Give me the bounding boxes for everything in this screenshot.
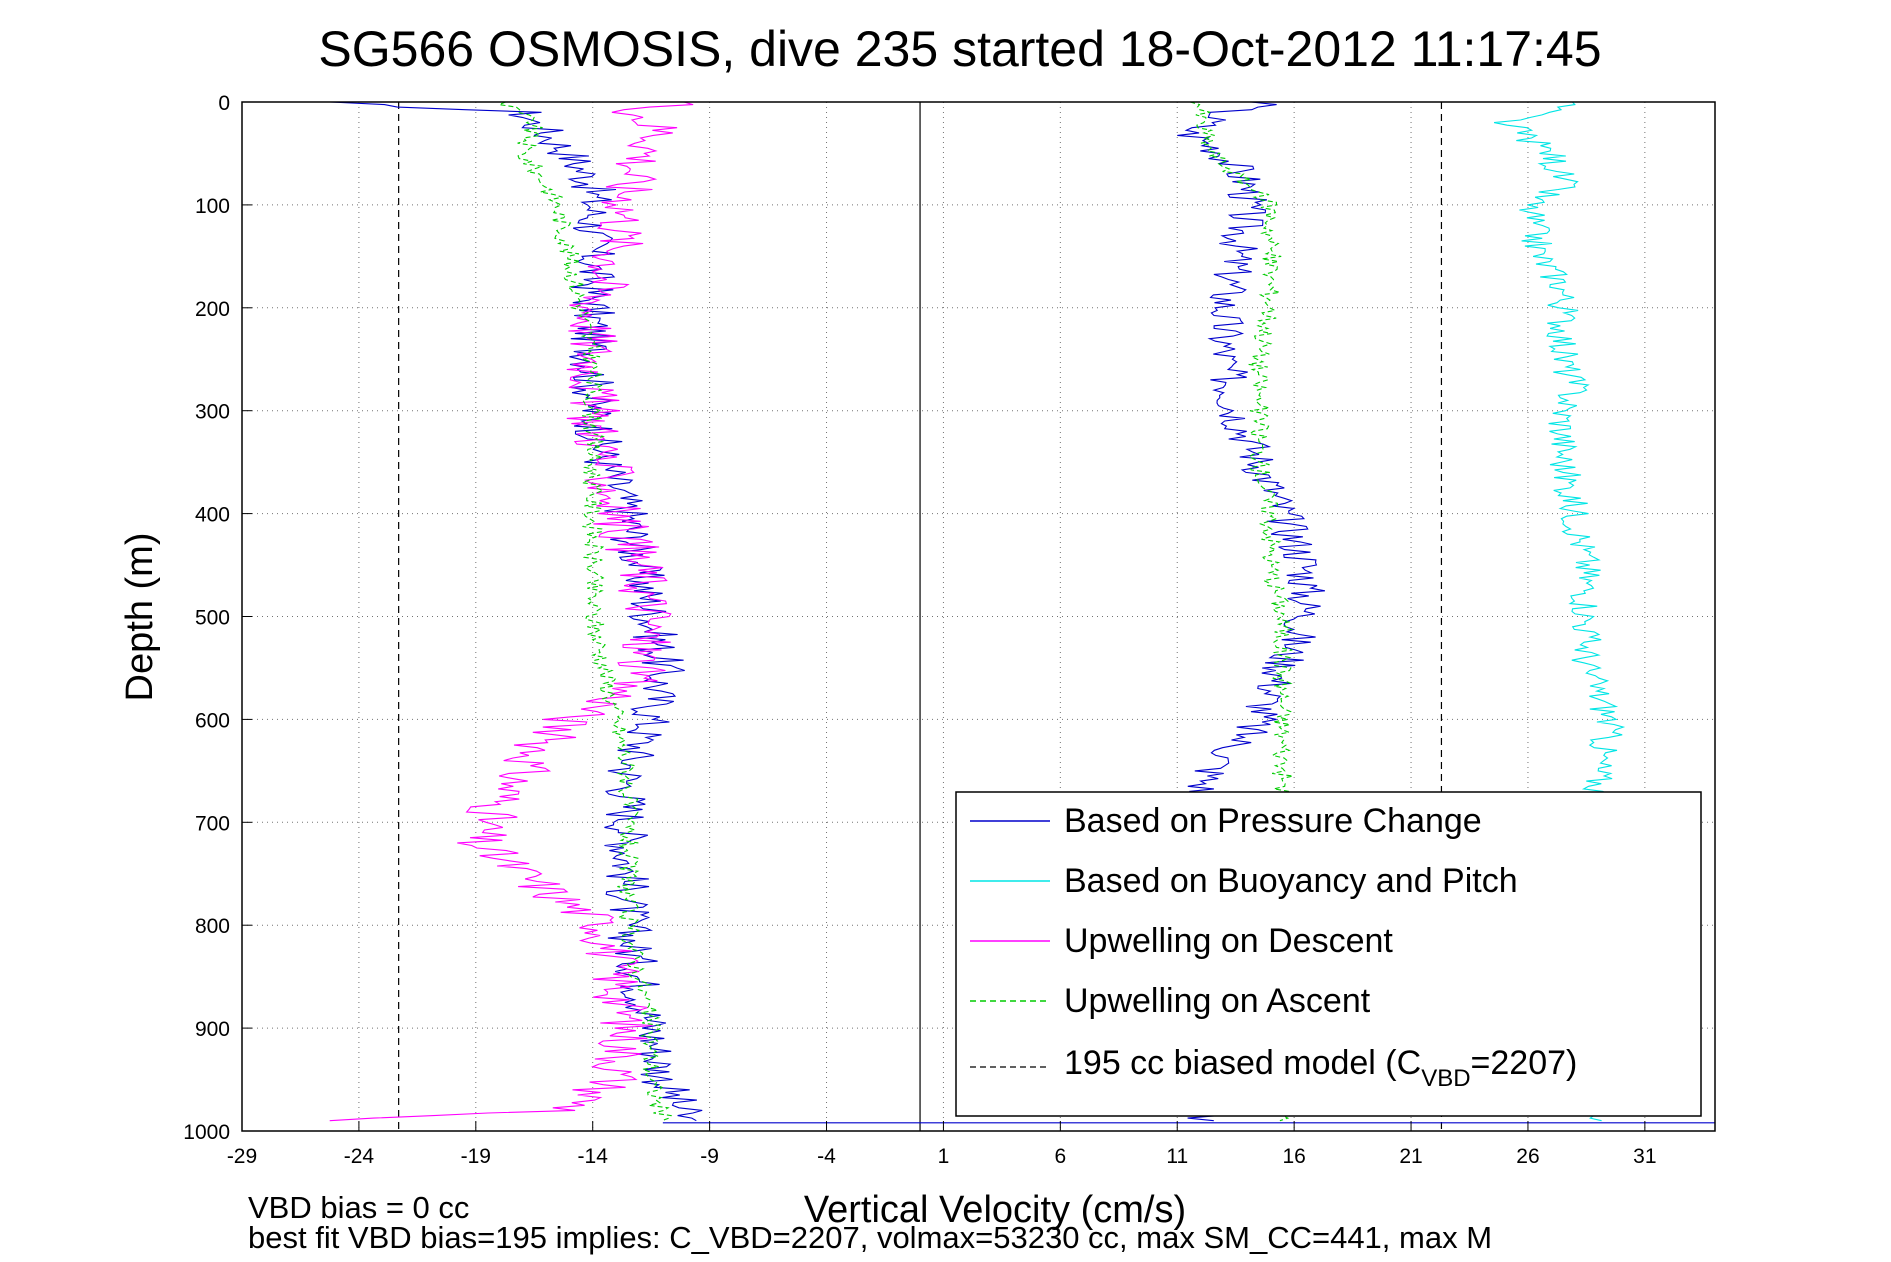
x-tick-label: 16 [1282,1145,1305,1168]
y-tick-label: 900 [195,1018,230,1041]
y-tick-label: 100 [195,195,230,218]
y-tick-label: 1000 [183,1121,230,1144]
legend-label: Based on Buoyancy and Pitch [1064,862,1518,900]
y-tick-label: 400 [195,504,230,527]
x-tick-label: -19 [461,1145,491,1168]
x-tick-label: 31 [1633,1145,1656,1168]
x-tick-label: 21 [1399,1145,1422,1168]
footer-best-fit: best fit VBD bias=195 implies: C_VBD=220… [248,1220,1492,1255]
legend-model-prefix: 195 cc biased model (C [1064,1044,1421,1082]
x-tick-label: 26 [1516,1145,1539,1168]
legend-label-bias-model: 195 cc biased model (CVBD=2207) [1064,1044,1577,1092]
y-tick-label: 700 [195,812,230,835]
x-tick-label: -14 [578,1145,609,1168]
x-axis-label: Vertical Velocity (cm/s) [804,1189,1186,1231]
x-tick-label: -9 [700,1145,719,1168]
y-tick-label: 800 [195,915,230,938]
x-tick-labels: -29 -24 -19 -14 -9 -4 1 6 11 16 21 26 31 [227,1121,1657,1168]
x-tick-label: -24 [344,1145,375,1168]
x-tick-label: -29 [227,1145,257,1168]
x-tick-label: -4 [817,1145,836,1168]
y-tick-label: 200 [195,298,230,321]
series-pressure-descent [330,101,703,1122]
y-tick-labels: 0 100 200 300 400 500 600 700 800 900 1000 [183,92,252,1144]
footer-vbd-bias: VBD bias = 0 cc [248,1190,469,1225]
legend-label: Based on Pressure Change [1064,802,1482,840]
x-tick-label: 6 [1054,1145,1066,1168]
y-axis-label: Depth (m) [119,533,161,702]
x-tick-label: 11 [1166,1145,1188,1168]
legend-model-suffix: =2207) [1471,1044,1578,1082]
legend-model-sub: VBD [1421,1065,1470,1092]
legend-label: Upwelling on Ascent [1064,982,1371,1020]
legend: Based on Pressure Change Based on Buoyanc… [955,791,1702,1117]
x-tick-label: 1 [938,1145,950,1168]
y-tick-label: 300 [195,401,230,424]
legend-label: Upwelling on Descent [1064,922,1393,960]
y-tick-label: 0 [218,92,230,115]
series-upwelling-descent [329,101,694,1122]
chart-title: SG566 OSMOSIS, dive 235 started 18-Oct-2… [318,21,1601,77]
legend-box [955,791,1702,1117]
y-tick-label: 500 [195,607,230,630]
y-tick-label: 600 [195,709,230,732]
